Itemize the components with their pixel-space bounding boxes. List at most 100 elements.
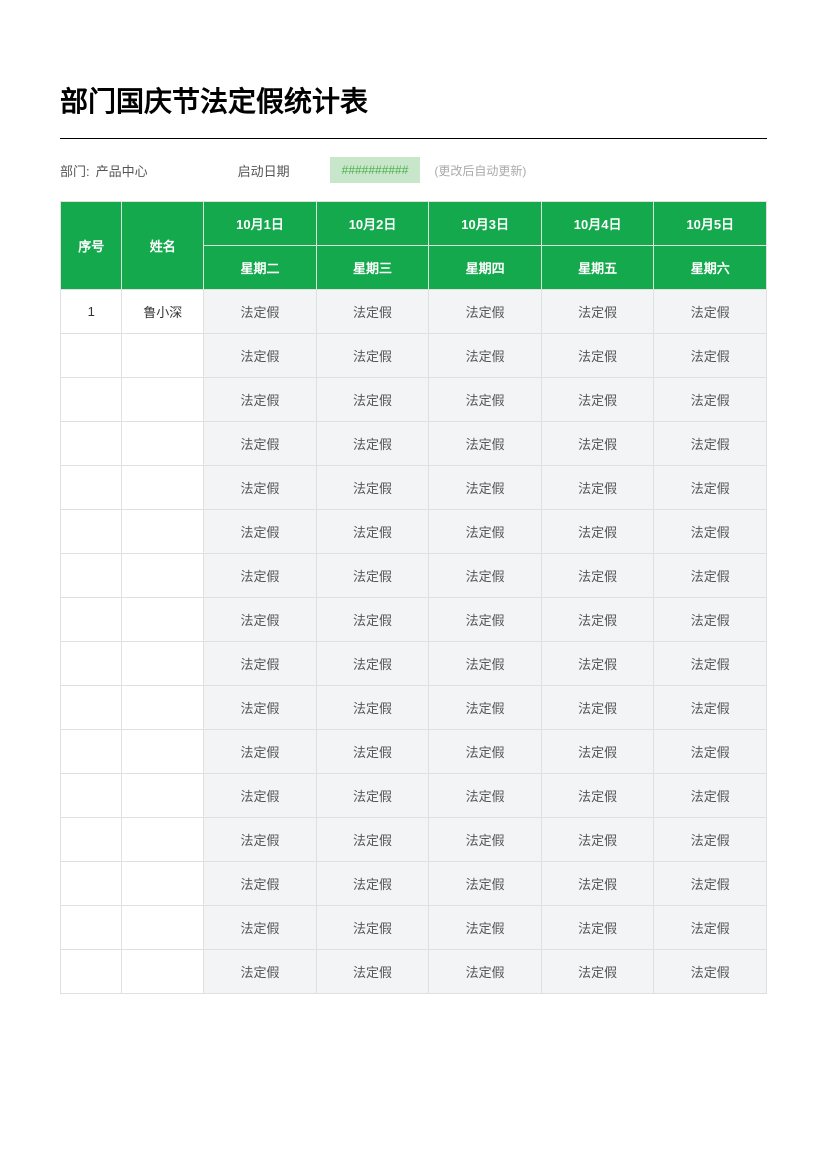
cell-day: 法定假 [204,862,317,906]
table-row: 法定假法定假法定假法定假法定假 [61,378,767,422]
cell-seq [61,730,122,774]
cell-day: 法定假 [654,598,767,642]
cell-seq [61,818,122,862]
table-row: 法定假法定假法定假法定假法定假 [61,818,767,862]
cell-seq [61,510,122,554]
header-date-0: 10月1日 [204,202,317,246]
cell-day: 法定假 [429,422,542,466]
table-row: 法定假法定假法定假法定假法定假 [61,642,767,686]
cell-day: 法定假 [204,510,317,554]
table-row: 法定假法定假法定假法定假法定假 [61,422,767,466]
cell-name [122,950,204,994]
header-date-3: 10月4日 [541,202,654,246]
cell-day: 法定假 [541,334,654,378]
cell-name [122,422,204,466]
cell-day: 法定假 [429,818,542,862]
cell-day: 法定假 [316,642,429,686]
cell-day: 法定假 [316,290,429,334]
cell-name [122,906,204,950]
table-row: 法定假法定假法定假法定假法定假 [61,510,767,554]
cell-day: 法定假 [541,378,654,422]
cell-day: 法定假 [429,774,542,818]
header-weekday-0: 星期二 [204,246,317,290]
cell-day: 法定假 [316,510,429,554]
cell-day: 法定假 [654,906,767,950]
table-row: 1鲁小深法定假法定假法定假法定假法定假 [61,290,767,334]
cell-day: 法定假 [316,598,429,642]
cell-day: 法定假 [316,554,429,598]
cell-day: 法定假 [429,906,542,950]
cell-day: 法定假 [204,686,317,730]
cell-day: 法定假 [429,378,542,422]
cell-day: 法定假 [316,906,429,950]
cell-day: 法定假 [541,686,654,730]
cell-day: 法定假 [204,290,317,334]
cell-name [122,378,204,422]
cell-day: 法定假 [204,598,317,642]
cell-name [122,510,204,554]
header-date-1: 10月2日 [316,202,429,246]
cell-day: 法定假 [429,466,542,510]
cell-name [122,774,204,818]
table-row: 法定假法定假法定假法定假法定假 [61,334,767,378]
table-row: 法定假法定假法定假法定假法定假 [61,950,767,994]
cell-name [122,730,204,774]
cell-day: 法定假 [429,730,542,774]
cell-seq [61,686,122,730]
table-row: 法定假法定假法定假法定假法定假 [61,598,767,642]
table-row: 法定假法定假法定假法定假法定假 [61,554,767,598]
cell-day: 法定假 [316,334,429,378]
cell-day: 法定假 [204,906,317,950]
table-row: 法定假法定假法定假法定假法定假 [61,686,767,730]
cell-day: 法定假 [429,334,542,378]
cell-day: 法定假 [316,466,429,510]
dept-value: 产品中心 [96,161,148,180]
cell-day: 法定假 [654,774,767,818]
dept-label: 部门: [60,161,90,180]
cell-day: 法定假 [316,422,429,466]
table-row: 法定假法定假法定假法定假法定假 [61,906,767,950]
cell-day: 法定假 [429,510,542,554]
cell-name [122,642,204,686]
cell-day: 法定假 [541,642,654,686]
header-date-4: 10月5日 [654,202,767,246]
cell-day: 法定假 [316,378,429,422]
cell-day: 法定假 [654,466,767,510]
cell-day: 法定假 [541,906,654,950]
table-row: 法定假法定假法定假法定假法定假 [61,862,767,906]
cell-day: 法定假 [541,422,654,466]
cell-name [122,598,204,642]
cell-day: 法定假 [204,774,317,818]
table-row: 法定假法定假法定假法定假法定假 [61,774,767,818]
header-weekday-1: 星期三 [316,246,429,290]
cell-name [122,554,204,598]
cell-seq [61,554,122,598]
cell-day: 法定假 [204,554,317,598]
cell-day: 法定假 [204,642,317,686]
header-weekday-4: 星期六 [654,246,767,290]
cell-seq [61,950,122,994]
cell-seq [61,862,122,906]
start-date-label: 启动日期 [238,161,290,180]
cell-day: 法定假 [204,334,317,378]
cell-seq [61,642,122,686]
cell-day: 法定假 [541,598,654,642]
cell-seq [61,598,122,642]
page-title: 部门国庆节法定假统计表 [60,80,767,120]
cell-day: 法定假 [654,510,767,554]
cell-day: 法定假 [541,554,654,598]
table-body: 1鲁小深法定假法定假法定假法定假法定假法定假法定假法定假法定假法定假法定假法定假… [61,290,767,994]
cell-day: 法定假 [204,466,317,510]
cell-day: 法定假 [316,730,429,774]
cell-day: 法定假 [541,774,654,818]
header-weekday-2: 星期四 [429,246,542,290]
cell-seq [61,466,122,510]
cell-day: 法定假 [654,642,767,686]
cell-day: 法定假 [204,422,317,466]
table-row: 法定假法定假法定假法定假法定假 [61,730,767,774]
cell-day: 法定假 [654,334,767,378]
cell-day: 法定假 [429,598,542,642]
cell-day: 法定假 [316,950,429,994]
cell-name [122,686,204,730]
cell-day: 法定假 [541,950,654,994]
